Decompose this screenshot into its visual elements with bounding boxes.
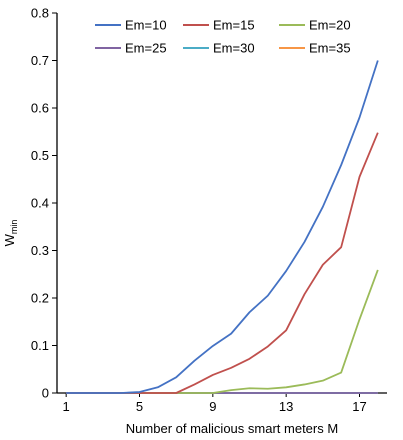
x-axis-title: Number of malicious smart meters M	[126, 421, 338, 436]
legend-label-em-30: Em=30	[213, 41, 255, 56]
legend-label-em-20: Em=20	[309, 18, 351, 33]
y-tick-label: 0.3	[31, 243, 49, 258]
y-tick-label: 0.4	[31, 196, 49, 211]
y-tick-label: 0.2	[31, 291, 49, 306]
y-tick-label: 0	[42, 386, 49, 401]
axes	[52, 12, 387, 397]
y-tick-label: 0.1	[31, 338, 49, 353]
tick-labels: 0 0.1 0.2 0.3 0.4 0.5 0.6 0.7 0.8 1 5 9 13 17	[31, 6, 367, 415]
x-tick-label: 17	[352, 399, 366, 414]
series-lines	[66, 60, 379, 394]
series-line-em-10	[66, 60, 379, 394]
x-tick-label: 5	[136, 399, 143, 414]
x-tick-label: 1	[63, 399, 70, 414]
y-axis-title: Wmin	[2, 220, 19, 247]
legend-label-em-10: Em=10	[125, 18, 167, 33]
x-tick-label: 13	[279, 399, 293, 414]
legend-label-em-25: Em=25	[125, 41, 167, 56]
series-line-em-20	[66, 269, 379, 394]
series-line-em-15	[66, 132, 379, 394]
y-tick-label: 0.7	[31, 53, 49, 68]
y-axis-title-main: W	[2, 233, 17, 246]
legend: Em=10 Em=15 Em=20 Em=25 Em=30 Em=35	[95, 18, 351, 56]
legend-label-em-15: Em=15	[213, 18, 255, 33]
y-tick-label: 0.5	[31, 148, 49, 163]
x-tick-label: 9	[209, 399, 216, 414]
y-axis-title-subscript: min	[9, 220, 19, 235]
y-tick-label: 0.6	[31, 101, 49, 116]
y-tick-label: 0.8	[31, 6, 49, 21]
legend-label-em-35: Em=35	[309, 41, 351, 56]
